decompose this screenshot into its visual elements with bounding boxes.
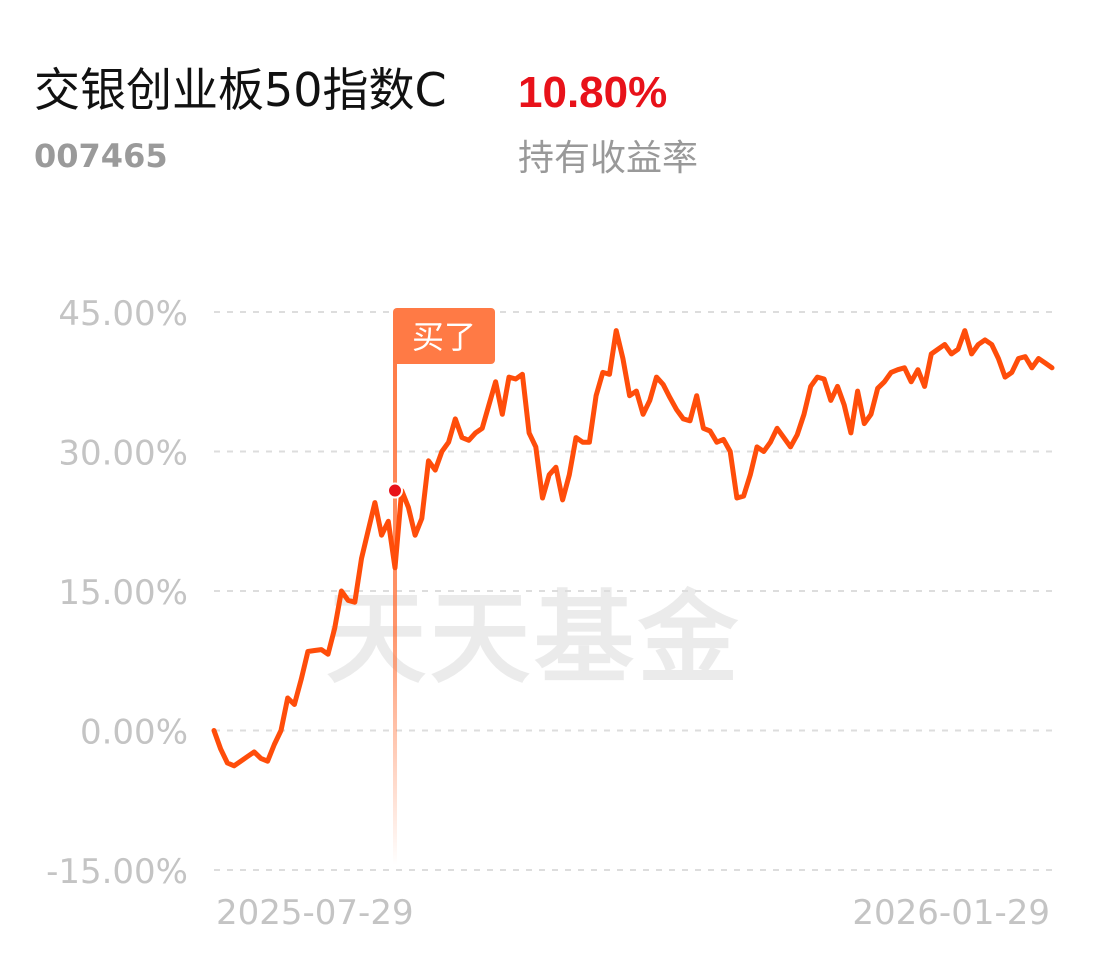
buy-marker-line [393,340,398,865]
buy-dot-layer [387,482,404,499]
y-tick-label: 15.00% [58,573,188,613]
fund-code: 007465 [34,137,168,175]
y-tick-label: 45.00% [58,294,188,334]
return-series-line [211,328,1055,769]
y-tick-label: -15.00% [46,852,188,892]
buy-point-dot [387,482,404,499]
grid-lines [214,311,1052,871]
y-tick-label: 30.00% [58,434,188,474]
buy-marker-group: 买了 [393,308,496,865]
x-axis-ticks: 2025-07-29 2026-01-29 [216,893,1050,933]
y-tick-label: 0.00% [80,713,188,753]
buy-marker-flag [393,308,496,364]
y-axis-ticks: 45.00% 30.00% 15.00% 0.00% -15.00% [46,294,188,892]
series-layer [211,328,1055,769]
x-tick-label-end: 2026-01-29 [852,893,1050,933]
holding-return-value: 10.80% [518,68,668,117]
x-tick-label-start: 2025-07-29 [216,893,414,933]
buy-marker-label: 买了 [412,318,476,356]
holding-return-label: 持有收益率 [518,138,699,179]
fund-name: 交银创业板50指数C [34,63,447,117]
